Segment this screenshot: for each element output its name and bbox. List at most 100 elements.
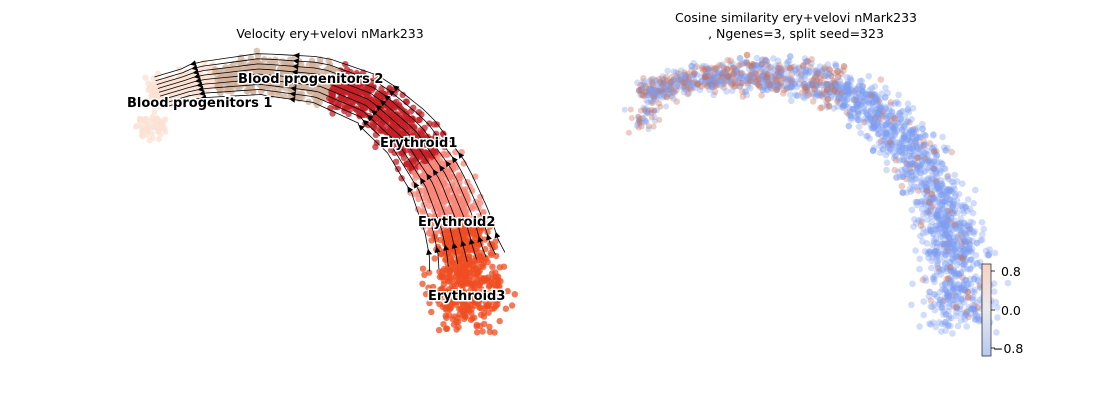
cell-point — [965, 236, 973, 244]
cell-point — [925, 157, 932, 165]
streamline-arrow — [289, 91, 296, 98]
cell-point — [720, 67, 727, 75]
cell-point — [465, 300, 472, 308]
cell-point — [953, 178, 961, 185]
cell-point — [949, 255, 956, 262]
cell-point — [763, 77, 771, 84]
cell-point — [963, 311, 970, 318]
cell-point — [875, 122, 883, 129]
cell-point — [719, 69, 726, 77]
cell-point — [701, 73, 709, 80]
cell-point — [749, 73, 756, 81]
cell-point — [928, 257, 936, 265]
cell-point — [931, 248, 939, 255]
cell-point — [947, 244, 955, 251]
cell-point — [933, 214, 940, 221]
streamline-arrow — [445, 160, 452, 168]
cell-point — [933, 243, 941, 251]
cell-point — [253, 47, 261, 55]
cell-point — [878, 110, 886, 118]
cell-point — [663, 93, 670, 101]
cell-point — [668, 73, 676, 81]
cell-point — [742, 88, 749, 95]
cell-point — [934, 207, 942, 214]
cell-point — [905, 152, 913, 160]
cell-point — [812, 67, 820, 75]
cell-point — [673, 83, 680, 90]
cell-point — [950, 269, 958, 277]
cell-point — [883, 114, 891, 122]
cell-point — [444, 289, 451, 296]
cell-point — [959, 297, 966, 304]
cell-point — [909, 280, 916, 288]
cell-point — [777, 72, 784, 80]
cell-point — [721, 69, 728, 76]
cell-point — [954, 290, 962, 297]
cell-point — [919, 238, 926, 245]
cell-point — [138, 124, 145, 130]
cell-point — [858, 83, 866, 90]
cell-point — [663, 81, 671, 89]
cell-point — [720, 64, 728, 71]
cell-point — [429, 160, 436, 167]
cell-point — [825, 102, 833, 110]
streamline-arrow — [388, 90, 396, 97]
cell-point — [888, 108, 895, 115]
cell-point — [502, 305, 510, 312]
cell-point — [884, 148, 892, 156]
cell-point — [758, 61, 765, 68]
cell-point — [953, 303, 960, 311]
cell-point — [955, 298, 963, 305]
cell-point — [827, 72, 835, 79]
cell-point — [134, 122, 141, 129]
streamline-arrow — [477, 236, 484, 243]
cell-point — [964, 288, 972, 296]
cell-point — [785, 75, 793, 82]
cell-point — [139, 129, 146, 136]
cell-point — [908, 301, 915, 309]
streamline-arrow — [494, 231, 501, 239]
cell-point — [773, 86, 780, 94]
cluster-labels: Blood progenitors 1 Blood progenitors 2 … — [126, 71, 507, 306]
cell-point — [891, 119, 898, 126]
cell-point — [895, 91, 902, 99]
cell-point — [842, 102, 849, 109]
cell-point — [682, 71, 689, 79]
cell-point — [886, 107, 893, 115]
cell-point — [488, 219, 496, 226]
cell-point — [927, 321, 935, 328]
cell-point — [637, 91, 644, 99]
cell-point — [978, 219, 986, 226]
cell-point — [930, 148, 938, 155]
cell-point — [439, 179, 446, 186]
cell-point — [956, 245, 963, 253]
cell-point — [923, 229, 930, 236]
streamline-arrow — [384, 95, 391, 102]
cell-point — [898, 126, 906, 134]
cell-point — [818, 68, 826, 75]
cell-point — [899, 173, 907, 181]
cell-point — [774, 80, 782, 87]
cell-point — [870, 94, 878, 101]
cell-point — [877, 137, 885, 145]
cell-point — [826, 85, 833, 93]
cell-point — [836, 77, 844, 85]
cell-point — [937, 207, 944, 215]
cell-point — [751, 62, 758, 69]
cell-point — [923, 180, 930, 188]
cell-point — [816, 73, 824, 81]
cell-point — [936, 214, 944, 222]
cell-point — [891, 115, 898, 122]
cell-point — [847, 112, 855, 120]
cell-point — [849, 89, 856, 96]
cell-point — [913, 133, 920, 140]
cell-point — [936, 185, 943, 192]
cell-point — [949, 238, 956, 245]
cell-point — [914, 165, 921, 172]
cell-point — [934, 184, 942, 192]
cell-point — [685, 89, 692, 97]
cell-point — [428, 308, 435, 316]
cell-point — [176, 65, 183, 73]
cell-point — [217, 73, 224, 81]
cell-point — [449, 292, 456, 299]
